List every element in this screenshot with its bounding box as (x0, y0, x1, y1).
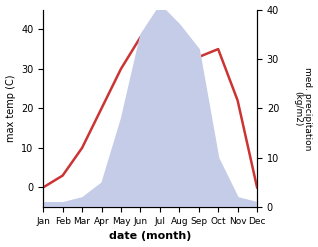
X-axis label: date (month): date (month) (109, 231, 191, 242)
Y-axis label: med. precipitation
(kg/m2): med. precipitation (kg/m2) (293, 67, 313, 150)
Y-axis label: max temp (C): max temp (C) (5, 75, 16, 142)
